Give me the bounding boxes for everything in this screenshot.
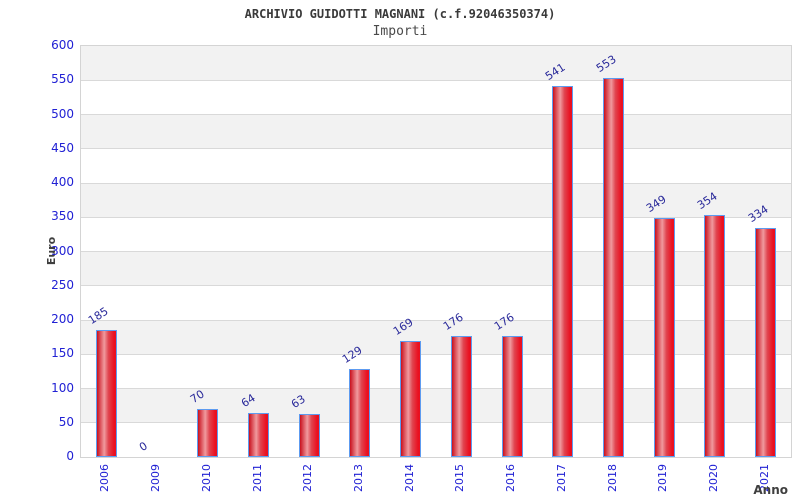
y-tick-label: 600 xyxy=(51,38,74,52)
x-tick-label: 2011 xyxy=(250,464,264,492)
x-tick-label: 2010 xyxy=(199,464,213,492)
gridline xyxy=(81,114,791,115)
chart-subtitle: Importi xyxy=(372,24,428,39)
gridline xyxy=(81,422,791,424)
background-band xyxy=(81,46,791,81)
x-tick-label: 2009 xyxy=(149,464,163,492)
bar-2020 xyxy=(704,214,726,457)
gridline xyxy=(81,353,791,355)
background-band xyxy=(81,251,791,286)
y-tick-label: 250 xyxy=(51,277,74,292)
x-tick-label: 2017 xyxy=(554,464,568,492)
bar-2019 xyxy=(653,217,675,457)
gridline xyxy=(81,216,791,218)
y-tick-label: 300 xyxy=(51,243,74,258)
background-band xyxy=(81,422,791,457)
gridline xyxy=(81,251,791,252)
gridline xyxy=(81,148,791,150)
bar-2011 xyxy=(248,413,269,457)
plot-area: 185 0 70 64 63 129 169 176 176 541 553 349 354 334 xyxy=(80,45,792,458)
x-tick-label: 2016 xyxy=(504,464,518,492)
background-band xyxy=(81,183,791,218)
gridline xyxy=(81,319,791,321)
x-tick-label: 2013 xyxy=(351,464,365,492)
background-band xyxy=(81,320,791,355)
bar-2018 xyxy=(603,78,624,457)
bar-2016 xyxy=(501,336,523,457)
background-band xyxy=(81,148,791,183)
y-tick-label: 450 xyxy=(51,140,74,155)
y-tick-label: 350 xyxy=(51,209,74,224)
background-band xyxy=(81,388,791,423)
x-axis-title: Anno xyxy=(753,483,788,497)
bar-2006 xyxy=(95,330,117,457)
gridline xyxy=(81,79,791,81)
gridline xyxy=(81,182,791,184)
chart-title: ARCHIVIO GUIDOTTI MAGNANI (c.f.920463503… xyxy=(244,7,556,21)
bar-2017 xyxy=(552,86,574,457)
background-band xyxy=(81,354,791,389)
y-tick-label: 0 xyxy=(66,449,74,463)
background-band xyxy=(81,285,791,320)
x-tick-label: 2012 xyxy=(301,464,315,492)
x-tick-label: 2020 xyxy=(706,464,720,492)
background-band xyxy=(81,217,791,252)
y-tick-label: 400 xyxy=(51,175,74,189)
x-tick-label: 2014 xyxy=(402,464,416,492)
background-band xyxy=(81,114,791,149)
x-tick-label: 2019 xyxy=(656,464,670,492)
bar-2015 xyxy=(450,336,472,457)
y-tick-label: 150 xyxy=(51,346,74,361)
bar-2010 xyxy=(197,409,219,457)
gridline xyxy=(81,285,791,287)
x-tick-label: 2018 xyxy=(605,464,619,492)
background-band xyxy=(81,80,791,115)
bar-2013 xyxy=(349,368,371,457)
bar-2012 xyxy=(298,413,320,457)
bar-2021 xyxy=(755,228,777,457)
y-tick-label: 550 xyxy=(51,72,74,87)
bar-2014 xyxy=(400,341,422,457)
y-tick-label: 500 xyxy=(51,106,74,121)
y-tick-label: 100 xyxy=(51,380,74,395)
y-tick-label: 50 xyxy=(58,414,74,429)
gridline xyxy=(81,388,791,389)
x-tick-label: 2015 xyxy=(453,464,467,492)
y-tick-label: 200 xyxy=(51,312,74,326)
x-tick-label: 2006 xyxy=(98,464,112,492)
